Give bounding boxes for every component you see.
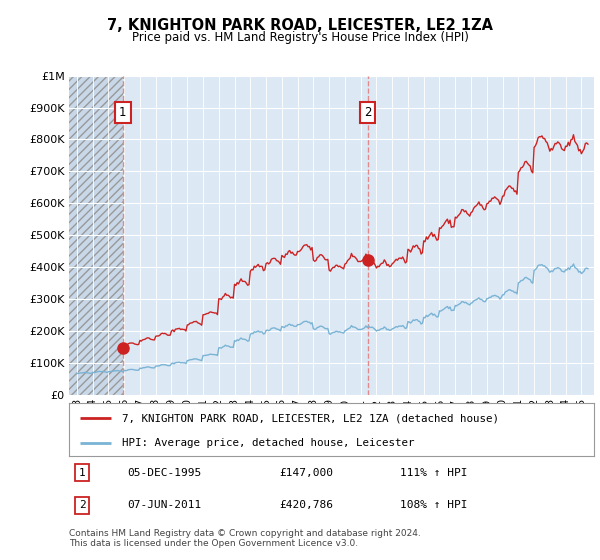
Text: £147,000: £147,000 [279, 468, 333, 478]
Text: 1: 1 [79, 468, 86, 478]
Text: Contains HM Land Registry data © Crown copyright and database right 2024.
This d: Contains HM Land Registry data © Crown c… [69, 529, 421, 548]
Text: 07-JUN-2011: 07-JUN-2011 [127, 501, 201, 510]
Bar [69, 76, 123, 395]
Text: HPI: Average price, detached house, Leicester: HPI: Average price, detached house, Leic… [121, 438, 414, 448]
Text: £420,786: £420,786 [279, 501, 333, 510]
Text: 111% ↑ HPI: 111% ↑ HPI [400, 468, 467, 478]
Text: 7, KNIGHTON PARK ROAD, LEICESTER, LE2 1ZA: 7, KNIGHTON PARK ROAD, LEICESTER, LE2 1Z… [107, 18, 493, 32]
Text: 108% ↑ HPI: 108% ↑ HPI [400, 501, 467, 510]
Text: 05-DEC-1995: 05-DEC-1995 [127, 468, 201, 478]
Text: Price paid vs. HM Land Registry's House Price Index (HPI): Price paid vs. HM Land Registry's House … [131, 31, 469, 44]
Text: 2: 2 [364, 106, 371, 119]
Text: 7, KNIGHTON PARK ROAD, LEICESTER, LE2 1ZA (detached house): 7, KNIGHTON PARK ROAD, LEICESTER, LE2 1Z… [121, 413, 499, 423]
Text: 2: 2 [79, 501, 86, 510]
Text: 1: 1 [119, 106, 127, 119]
